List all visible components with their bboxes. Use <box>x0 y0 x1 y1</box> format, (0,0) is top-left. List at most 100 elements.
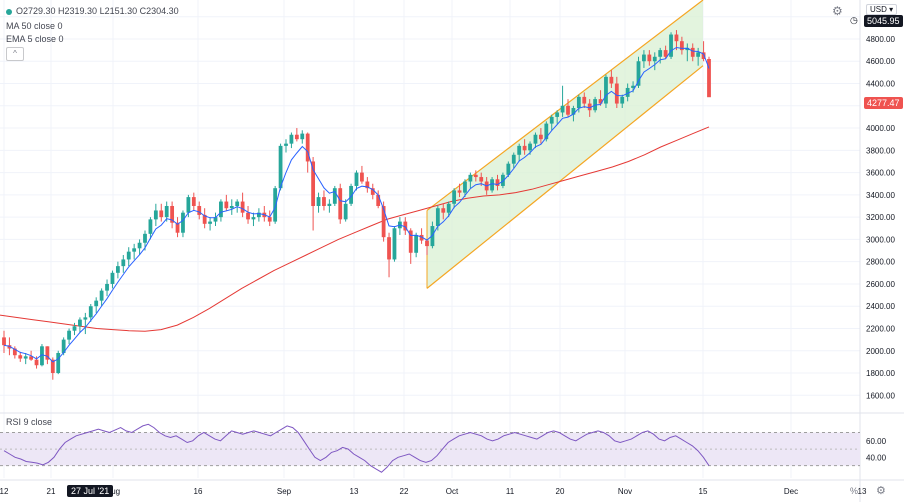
candle-body <box>289 134 294 144</box>
candle <box>392 226 397 262</box>
candle <box>191 192 196 211</box>
ma-legend[interactable]: MA 50 close 0 <box>6 21 63 31</box>
candle <box>642 50 646 68</box>
candle-body <box>186 197 191 213</box>
candle-body <box>360 172 364 182</box>
candle <box>403 217 408 235</box>
candle-series <box>2 30 711 380</box>
candle <box>517 143 522 162</box>
candle-body <box>164 206 169 218</box>
candle <box>99 288 104 307</box>
percent-scale-button[interactable]: % <box>850 486 859 496</box>
candle <box>636 56 641 88</box>
candle-body <box>338 188 343 220</box>
candle <box>94 297 99 313</box>
candle-body <box>669 34 673 57</box>
rsi-legend[interactable]: RSI 9 close <box>6 417 53 427</box>
candle-body <box>598 99 603 104</box>
candle <box>576 94 581 113</box>
candle-body <box>408 230 413 253</box>
candle-body <box>452 190 457 204</box>
candle-body <box>419 234 424 241</box>
channel-lower-line <box>426 65 704 289</box>
candle-body <box>256 212 261 218</box>
candle <box>609 70 614 88</box>
candle-body <box>517 145 522 155</box>
candle-body <box>538 134 543 140</box>
candle-body <box>23 356 28 359</box>
candle-body <box>202 214 207 224</box>
candle-body <box>170 206 175 223</box>
candle-body <box>132 248 137 252</box>
currency-selector[interactable]: USD ▾ <box>866 4 898 15</box>
candle <box>614 76 619 109</box>
candle-body <box>12 348 17 356</box>
ema-legend[interactable]: EMA 5 close 0 <box>6 34 64 44</box>
candle <box>72 322 77 336</box>
candle <box>251 212 256 227</box>
gear-icon[interactable]: ⚙ <box>832 4 843 18</box>
candle <box>647 50 652 66</box>
candle <box>300 130 305 144</box>
candle-body <box>658 50 663 57</box>
candle-body <box>2 337 6 346</box>
candle-body <box>121 259 126 267</box>
ema-5-line <box>3 46 710 363</box>
candle-body <box>40 346 44 366</box>
candle-body <box>273 188 278 222</box>
candle-body <box>143 233 147 243</box>
y-tick-label: 4600.00 <box>866 57 895 66</box>
candle <box>273 185 278 224</box>
candle-body <box>148 219 153 234</box>
candle <box>652 52 657 71</box>
candle <box>115 261 120 279</box>
candle-body <box>327 203 332 206</box>
candle <box>370 183 375 200</box>
candle-body <box>685 47 690 51</box>
candle <box>202 208 207 229</box>
candle-body <box>533 134 538 144</box>
candle-body <box>284 143 288 146</box>
y-tick-label: 2200.00 <box>866 324 895 333</box>
candle-body <box>663 50 668 57</box>
ema-5-path <box>3 46 710 363</box>
chevron-down-icon: ▾ <box>889 5 894 14</box>
gear-icon[interactable]: ⚙ <box>876 485 886 497</box>
candle-body <box>381 206 386 238</box>
candle <box>538 128 543 144</box>
candle-body <box>614 83 619 104</box>
candle-body <box>696 52 701 57</box>
candle-body <box>506 163 511 175</box>
candle <box>566 99 570 117</box>
status-dot-icon <box>6 8 12 15</box>
candle-body <box>365 181 370 189</box>
rsi-panel <box>0 423 860 473</box>
x-tick-label: 22 <box>400 487 409 496</box>
candle <box>387 232 391 278</box>
candle <box>468 172 473 189</box>
y-tick-label: 2800.00 <box>866 258 895 267</box>
candle <box>23 352 28 365</box>
candle-body <box>647 54 652 62</box>
collapse-legend-button[interactable]: ^ <box>6 47 24 61</box>
candle <box>501 172 505 189</box>
y-tick-label: 3800.00 <box>866 146 895 155</box>
candle <box>473 170 478 182</box>
y-tick-label: 4400.00 <box>866 80 895 89</box>
candle-body <box>219 201 223 218</box>
candle <box>126 247 131 267</box>
candle-body <box>137 242 142 249</box>
candle <box>105 279 109 297</box>
candle <box>78 317 82 333</box>
candle-body <box>229 206 234 209</box>
candle-body <box>94 300 99 307</box>
candle-body <box>72 326 77 331</box>
candle <box>229 199 234 215</box>
candle-body <box>690 47 695 57</box>
candle-body <box>576 96 581 109</box>
candle <box>560 85 565 117</box>
candle-body <box>110 272 115 284</box>
candle-body <box>316 197 321 206</box>
candle-body <box>311 161 316 206</box>
